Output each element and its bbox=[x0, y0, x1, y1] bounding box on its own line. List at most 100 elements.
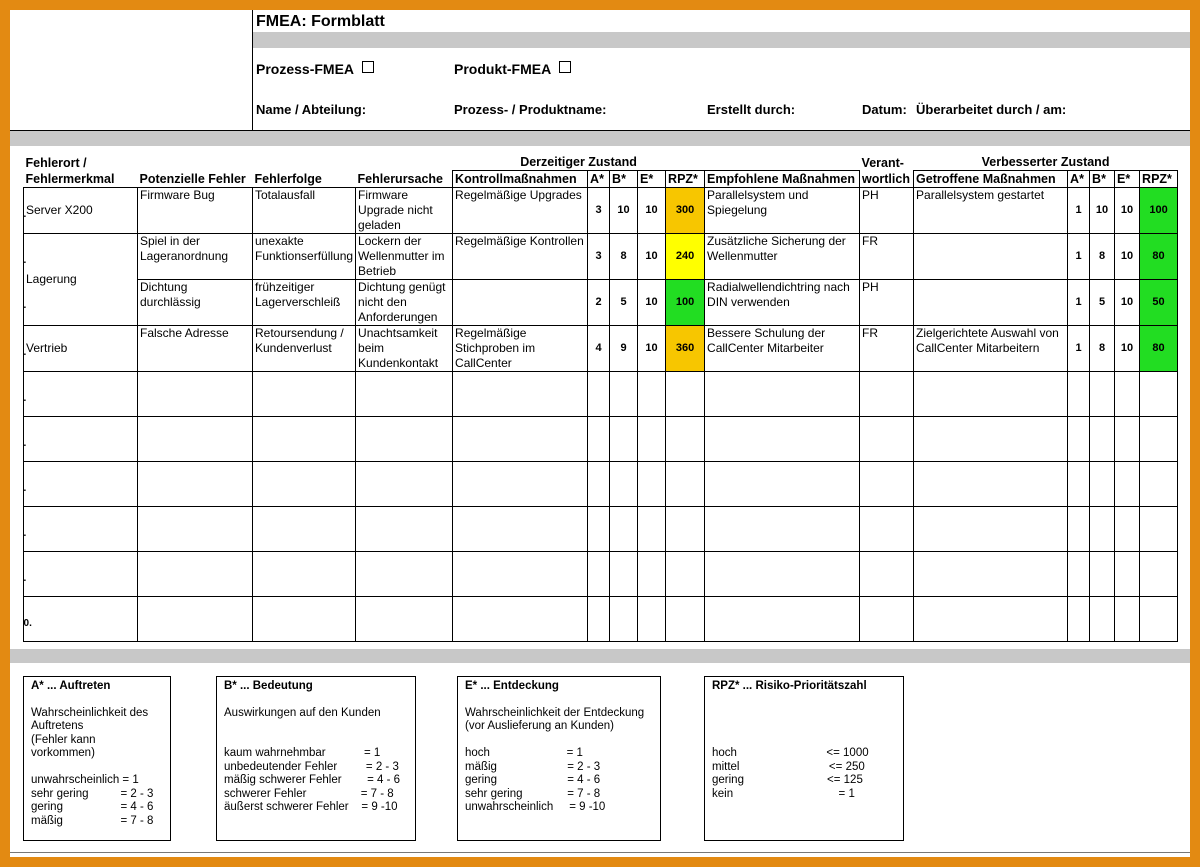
cell-folge[interactable] bbox=[251, 596, 357, 642]
cell-e[interactable]: 10 bbox=[637, 279, 667, 326]
cell-a2[interactable] bbox=[1067, 461, 1091, 507]
cell-b2[interactable] bbox=[1089, 461, 1116, 507]
cell-kontroll[interactable] bbox=[452, 416, 589, 462]
cell-ort[interactable]: 9. bbox=[23, 551, 138, 597]
cell-ursache[interactable]: Dichtung genügt nicht den Anforderungen bbox=[355, 279, 454, 326]
cell-rpz[interactable]: 100 bbox=[665, 279, 706, 326]
cell-a2[interactable]: 1 bbox=[1067, 233, 1091, 280]
cell-empf[interactable] bbox=[704, 416, 861, 462]
cell-verant[interactable] bbox=[859, 596, 915, 642]
cell-b2[interactable]: 8 bbox=[1089, 233, 1116, 280]
cell-folge[interactable] bbox=[251, 461, 357, 507]
cell-rpz[interactable] bbox=[665, 416, 706, 462]
cell-empf[interactable] bbox=[704, 596, 861, 642]
cell-folge[interactable]: frühzeitiger Lagerverschleiß bbox=[251, 279, 357, 326]
cell-e2[interactable] bbox=[1114, 551, 1141, 597]
cell-ursache[interactable] bbox=[355, 461, 454, 507]
cell-rpz[interactable] bbox=[665, 551, 706, 597]
cell-a[interactable] bbox=[587, 506, 611, 552]
cell-b[interactable] bbox=[609, 551, 639, 597]
cell-rpz2[interactable] bbox=[1139, 371, 1179, 417]
cell-b2[interactable] bbox=[1089, 371, 1116, 417]
cell-e2[interactable]: 10 bbox=[1114, 187, 1141, 234]
cell-rpz2[interactable] bbox=[1139, 461, 1179, 507]
cell-a2[interactable] bbox=[1067, 416, 1091, 462]
cell-ort[interactable]: 2. 3. Lagerung bbox=[23, 233, 138, 326]
cell-verant[interactable] bbox=[859, 506, 915, 552]
cell-b[interactable] bbox=[609, 506, 639, 552]
cell-verant[interactable]: FR bbox=[859, 233, 915, 280]
cell-ursache[interactable] bbox=[355, 506, 454, 552]
cell-ort[interactable]: 1.Server X200 bbox=[23, 187, 138, 234]
cell-e2[interactable] bbox=[1114, 461, 1141, 507]
cell-ort[interactable]: 4.Vertrieb bbox=[23, 325, 138, 372]
cell-e[interactable]: 10 bbox=[637, 325, 667, 372]
cell-kontroll[interactable] bbox=[452, 279, 589, 326]
cell-folge[interactable] bbox=[251, 416, 357, 462]
cell-rpz2[interactable] bbox=[1139, 416, 1179, 462]
cell-ursache[interactable] bbox=[355, 596, 454, 642]
cell-ursache[interactable] bbox=[355, 371, 454, 417]
cell-a2[interactable] bbox=[1067, 371, 1091, 417]
cell-kontroll[interactable]: Regelmäßige Kontrollen bbox=[452, 233, 589, 280]
cell-empf[interactable] bbox=[704, 506, 861, 552]
cell-empf[interactable] bbox=[704, 551, 861, 597]
cell-a[interactable]: 2 bbox=[587, 279, 611, 326]
cell-rpz[interactable]: 300 bbox=[665, 187, 706, 234]
cell-getroffen[interactable] bbox=[913, 596, 1069, 642]
cell-kontroll[interactable]: Regelmäßige Upgrades bbox=[452, 187, 589, 234]
cell-fehler[interactable] bbox=[137, 596, 253, 642]
cell-b[interactable] bbox=[609, 461, 639, 507]
produkt-fmea-option[interactable]: Produkt-FMEA bbox=[454, 61, 572, 77]
cell-e[interactable] bbox=[637, 506, 667, 552]
cell-a2[interactable]: 1 bbox=[1067, 279, 1091, 326]
cell-fehler[interactable] bbox=[137, 551, 253, 597]
cell-rpz2[interactable]: 80 bbox=[1139, 233, 1179, 280]
cell-a2[interactable]: 1 bbox=[1067, 187, 1091, 234]
cell-rpz2[interactable] bbox=[1139, 551, 1179, 597]
cell-e[interactable] bbox=[637, 371, 667, 417]
cell-b[interactable]: 8 bbox=[609, 233, 639, 280]
cell-rpz2[interactable]: 50 bbox=[1139, 279, 1179, 326]
cell-ort[interactable]: 10. bbox=[23, 596, 138, 642]
cell-e[interactable] bbox=[637, 551, 667, 597]
cell-getroffen[interactable] bbox=[913, 461, 1069, 507]
cell-fehler[interactable] bbox=[137, 461, 253, 507]
cell-b[interactable] bbox=[609, 596, 639, 642]
cell-b[interactable]: 10 bbox=[609, 187, 639, 234]
cell-e[interactable] bbox=[637, 416, 667, 462]
cell-kontroll[interactable] bbox=[452, 506, 589, 552]
cell-kontroll[interactable] bbox=[452, 551, 589, 597]
cell-kontroll[interactable] bbox=[452, 461, 589, 507]
cell-b2[interactable]: 8 bbox=[1089, 325, 1116, 372]
cell-e[interactable]: 10 bbox=[637, 187, 667, 234]
cell-folge[interactable]: unexakte Funktionserfüllung bbox=[251, 233, 357, 280]
cell-rpz[interactable] bbox=[665, 596, 706, 642]
cell-rpz[interactable]: 360 bbox=[665, 325, 706, 372]
cell-verant[interactable] bbox=[859, 461, 915, 507]
cell-rpz[interactable] bbox=[665, 506, 706, 552]
cell-verant[interactable] bbox=[859, 371, 915, 417]
cell-folge[interactable] bbox=[251, 551, 357, 597]
cell-ort[interactable]: 8. bbox=[23, 506, 138, 552]
cell-verant[interactable]: PH bbox=[859, 279, 915, 326]
cell-b[interactable]: 5 bbox=[609, 279, 639, 326]
cell-b2[interactable] bbox=[1089, 506, 1116, 552]
cell-b[interactable]: 9 bbox=[609, 325, 639, 372]
cell-verant[interactable]: FR bbox=[859, 325, 915, 372]
cell-e2[interactable] bbox=[1114, 371, 1141, 417]
cell-rpz[interactable] bbox=[665, 371, 706, 417]
cell-empf[interactable]: Zusätzliche Sicherung der Wellenmutter bbox=[704, 233, 861, 280]
cell-a[interactable] bbox=[587, 416, 611, 462]
cell-e2[interactable] bbox=[1114, 416, 1141, 462]
cell-fehler[interactable] bbox=[137, 506, 253, 552]
cell-fehler[interactable]: Firmware Bug bbox=[137, 187, 253, 234]
cell-empf[interactable]: Radialwellendichtring nach DIN verwenden bbox=[704, 279, 861, 326]
cell-ursache[interactable] bbox=[355, 416, 454, 462]
cell-ursache[interactable]: Firmware Upgrade nicht geladen bbox=[355, 187, 454, 234]
cell-kontroll[interactable] bbox=[452, 596, 589, 642]
cell-verant[interactable]: PH bbox=[859, 187, 915, 234]
cell-b2[interactable] bbox=[1089, 551, 1116, 597]
cell-fehler[interactable] bbox=[137, 416, 253, 462]
cell-rpz2[interactable]: 80 bbox=[1139, 325, 1179, 372]
